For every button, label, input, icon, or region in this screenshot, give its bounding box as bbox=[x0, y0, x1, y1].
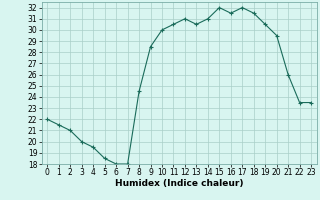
X-axis label: Humidex (Indice chaleur): Humidex (Indice chaleur) bbox=[115, 179, 244, 188]
